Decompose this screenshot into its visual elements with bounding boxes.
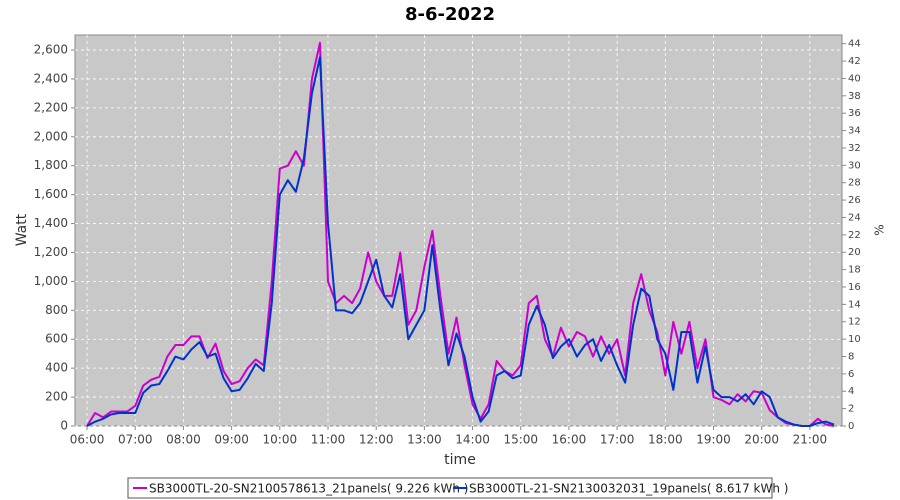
chart-title: 8-6-2022: [405, 4, 495, 25]
x-tick-label: 13:00: [407, 433, 442, 447]
y-tick-label: 1,600: [34, 187, 68, 201]
y-tick-label: 2,600: [34, 43, 68, 57]
x-tick-label: 12:00: [359, 433, 394, 447]
legend: [127, 477, 773, 499]
y-tick-label: 2,200: [34, 100, 68, 114]
x-tick-label: 14:00: [455, 433, 490, 447]
y2-tick-label: 32: [848, 143, 861, 154]
y2-tick-label: 16: [848, 282, 861, 293]
y2-tick-label: 38: [848, 91, 861, 102]
y2-tick-label: 30: [848, 160, 861, 171]
y2-tick-label: 44: [848, 39, 861, 50]
y2-tick-label: 8: [848, 351, 854, 362]
y2-tick-label: 20: [848, 247, 861, 258]
x-tick-label: 21:00: [793, 433, 828, 447]
y-tick-label: 600: [45, 332, 68, 346]
x-tick-label: 08:00: [166, 433, 201, 447]
x-tick-label: 17:00: [600, 433, 635, 447]
x-axis-label: time: [444, 452, 476, 468]
y2-tick-label: 22: [848, 230, 861, 241]
y2-tick-label: 24: [848, 212, 861, 223]
x-tick-label: 20:00: [744, 433, 779, 447]
y-tick-label: 2,400: [34, 71, 68, 85]
y2-tick-label: 10: [848, 334, 861, 345]
y2-tick-label: 6: [848, 369, 854, 380]
x-tick-label: 07:00: [118, 433, 153, 447]
y-tick-label: 1,800: [34, 158, 68, 172]
plot-area: [74, 34, 843, 427]
y2-tick-label: 42: [848, 56, 861, 67]
y-tick-label: 2,000: [34, 129, 68, 143]
y2-tick-label: 4: [848, 386, 854, 397]
y-tick-label: 400: [45, 361, 68, 375]
y-tick-label: 1,400: [34, 216, 68, 230]
legend-label: SB3000TL-20-SN2100578613_21panels( 9.226…: [149, 482, 468, 496]
y2-tick-label: 18: [848, 265, 861, 276]
y-tick-label: 800: [45, 303, 68, 317]
y2-tick-label: 12: [848, 317, 861, 328]
y2-tick-label: 40: [848, 73, 861, 84]
y2-tick-label: 2: [848, 404, 854, 415]
x-tick-label: 19:00: [696, 433, 731, 447]
x-tick-label: 11:00: [311, 433, 346, 447]
x-tick-label: 10:00: [263, 433, 298, 447]
y2-tick-label: 36: [848, 108, 861, 119]
y-tick-label: 200: [45, 390, 68, 404]
x-tick-label: 16:00: [552, 433, 587, 447]
y2-axis-label: %: [873, 224, 887, 235]
y2-tick-label: 26: [848, 195, 861, 206]
x-tick-label: 06:00: [70, 433, 105, 447]
series-line: [86, 56, 835, 427]
y-tick-label: 1,000: [34, 274, 68, 288]
x-tick-label: 09:00: [214, 433, 249, 447]
y2-tick-label: 0: [848, 421, 854, 432]
y2-tick-label: 14: [848, 299, 861, 310]
y2-tick-label: 34: [848, 126, 861, 137]
y-tick-label: 0: [60, 419, 68, 433]
legend-label: SB3000TL-21-SN2130032031_19panels( 8.617…: [469, 482, 788, 496]
y-tick-label: 1,200: [34, 245, 68, 259]
x-tick-label: 15:00: [503, 433, 538, 447]
y-axis-label: Watt: [14, 213, 30, 246]
x-tick-label: 18:00: [648, 433, 683, 447]
y2-tick-label: 28: [848, 178, 861, 189]
